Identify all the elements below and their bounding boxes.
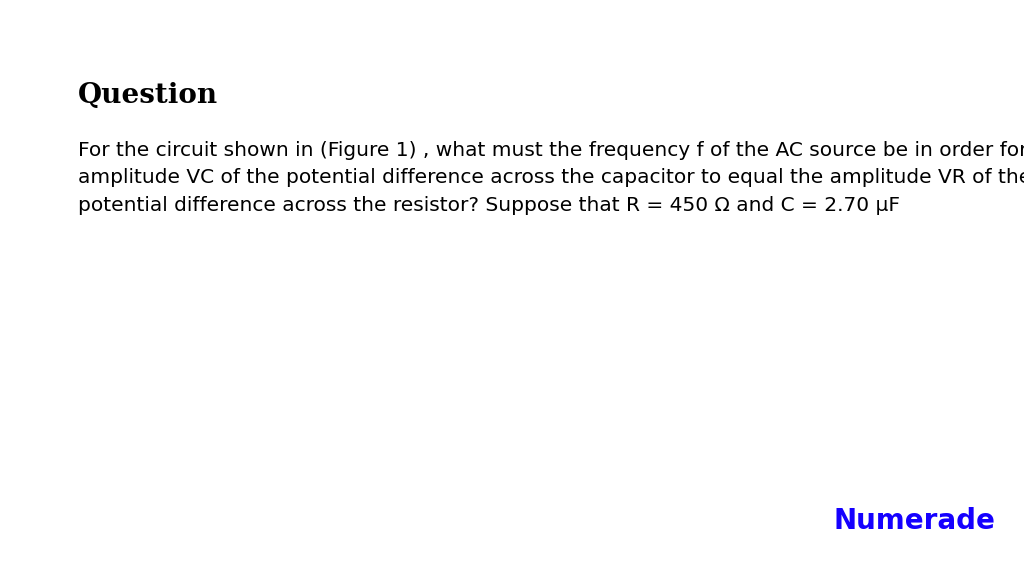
Text: Numerade: Numerade [834,506,995,535]
Text: Question: Question [78,82,218,109]
Text: For the circuit shown in (Figure 1) , what must the frequency f of the AC source: For the circuit shown in (Figure 1) , wh… [78,141,1024,215]
